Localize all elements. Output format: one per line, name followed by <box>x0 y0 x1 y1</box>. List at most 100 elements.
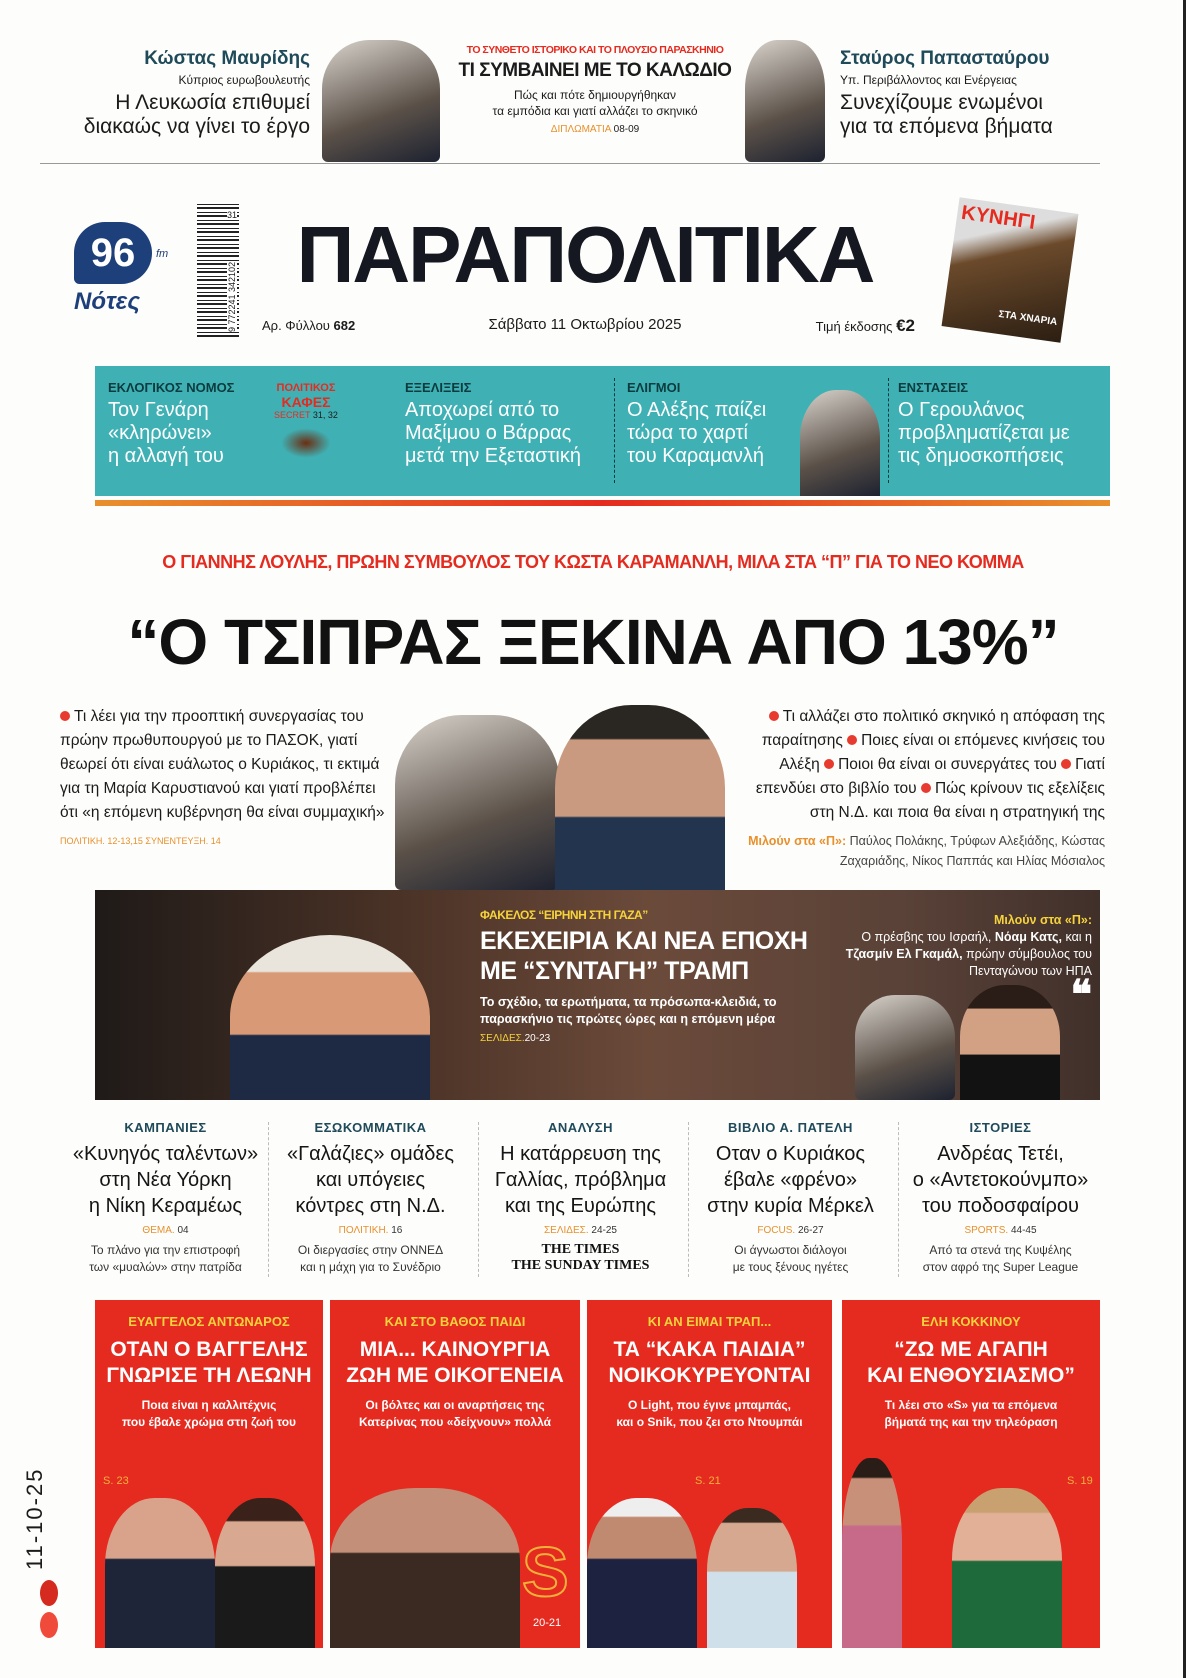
line: Ανδρέας Τετέι, <box>937 1143 1064 1165</box>
speakers-label: Μιλούν στα «Π»: <box>748 834 847 848</box>
red-kicker: ΕΛΗ ΚΟΚΚΙΝΟΥ <box>921 1314 1021 1329</box>
radio-number: 96 <box>90 231 136 275</box>
text: και η <box>1065 930 1092 944</box>
page-ref: ΣΕΛΙΔΕΣ.20-23 <box>480 1033 815 1044</box>
teal-line: Ο Αλέξης παίζει <box>627 399 767 421</box>
column-story[interactable]: ΒΙΒΛΙΟ Α. ΠΑΤΕΛΗ Οταν ο Κυριάκος έβαλε «φρ… <box>693 1120 888 1276</box>
pages: 16 <box>391 1225 403 1236</box>
photo-leoni <box>215 1498 315 1648</box>
bullet-text: Ποιες είναι οι επόμενες κινήσεις του Αλέ… <box>779 732 1105 773</box>
page-ref: ΔΙΠΛΩΜΑΤΙΑ 08-09 <box>450 124 740 135</box>
magazine-cover[interactable]: ΚΥΝΗΓΙ ΣΤΑ ΧΝΑΡΙΑ <box>941 197 1079 343</box>
column-headline: Η κατάρρευση της Γαλλίας, πρόβλημα και της… <box>483 1141 678 1219</box>
line: «Γαλάζιες» ομάδες <box>287 1143 454 1165</box>
red-dot-icon <box>40 1580 58 1606</box>
bullet-text: Τι αλλάζει στο πολιτικό σκηνικό η απόφασ… <box>761 708 1105 749</box>
line: ΟΤΑΝ Ο ΒΑΓΓΕΛΗΣ <box>110 1338 308 1361</box>
speakers: Μιλούν στα «Π»: Παύλος Πολάκης, Τρύφων Α… <box>735 831 1105 871</box>
top-teaser-center[interactable]: ΤΟ ΣΥΝΘΕΤΟ ΙΣΤΟΡΙΚΟ ΚΑΙ ΤΟ ΠΛΟΥΣΙΟ ΠΑΡΑΣ… <box>450 44 740 135</box>
column-kicker: ΕΣΩΚΟΜΜΑΤΙΚΑ <box>314 1120 427 1135</box>
red-feature[interactable]: ΕΥΑΓΓΕΛΟΣ ΑΝΤΩΝΑΡΟΣ ΟΤΑΝ Ο ΒΑΓΓΕΛΗΣ ΓΝΩΡΙ… <box>95 1300 323 1648</box>
line: Από τα στενά της Κυψέλης <box>929 1243 1072 1257</box>
s-magazine-logo: S <box>521 1532 570 1612</box>
section: ΔΙΠΛΩΜΑΤΙΑ <box>550 124 611 135</box>
divider <box>898 1122 899 1277</box>
divider <box>888 378 889 483</box>
lead-headline[interactable]: “Ο ΤΣΙΠΡΑΣ ΞΕΚΙΝΑ ΑΠΟ 13%” <box>127 606 1059 678</box>
red-title: “ΖΩ ΜΕ ΑΓΑΠΗ ΚΑΙ ΕΝΘΟΥΣΙΑΣΜΟ” <box>848 1337 1094 1389</box>
line: ΖΩΗ ΜΕ ΟΙΚΟΓΕΝΕΙΑ <box>346 1364 564 1387</box>
pages: 24-25 <box>591 1225 617 1236</box>
cafe-title: ΚΑΦΕΣ <box>281 394 331 410</box>
line: Οι διεργασίες στην ΟΝΝΕΔ <box>297 1243 444 1257</box>
photo-trump <box>230 935 430 1100</box>
bullet-icon <box>920 783 931 793</box>
pages: 08-09 <box>613 124 640 135</box>
page-ref: ΠΟΛΙΤΙΚΗ. 12-13,15 ΣΥΝΕΝΤΕΥΞΗ. 14 <box>60 836 221 846</box>
pages: 26-27 <box>797 1225 824 1236</box>
radio-name: Νότες <box>74 288 141 315</box>
bullet-text: Γιατί επενδύει στο βιβλίο του <box>755 756 1105 797</box>
lead-summary: Τι λέει για την προοπτική συνεργασίας το… <box>60 708 385 821</box>
line: Γαλλίας, πρόβλημα <box>494 1169 667 1191</box>
red-kicker: ΚΑΙ ΣΤΟ ΒΑΘΟΣ ΠΑΙΔΙ <box>384 1314 526 1329</box>
page-ref: ΣΕΛΙΔΕΣ. 24-25 <box>483 1225 678 1236</box>
lead-kicker: Ο ΓΙΑΝΝΗΣ ΛΟΥΛΗΣ, ΠΡΩΗΝ ΣΥΜΒΟΥΛΟΣ ΤΟΥ ΚΩ… <box>162 552 1024 572</box>
red-summary: Τι λέει στο «S» για τα επόμενα βήματά της… <box>848 1397 1094 1431</box>
pages: 20-23 <box>524 1033 551 1044</box>
line: Το πλάνο για την επιστροφή <box>90 1243 241 1257</box>
speaker-name: Τζασμίν Ελ Γκαμάλ, <box>845 947 963 961</box>
line: στον αφρό της Super League <box>922 1260 1079 1274</box>
line: ΜΙΑ... ΚΑΙΝΟΥΡΓΙΑ <box>359 1338 551 1361</box>
column-story[interactable]: ΙΣΤΟΡΙΕΣ Ανδρέας Τετέι, ο «Αντετοκούνμπο» τ… <box>903 1120 1098 1276</box>
teal-item[interactable]: ΕΚΛΟΓΙΚΟΣ ΝΟΜΟΣ Τον Γενάρη «κληρώνει» η … <box>108 380 268 468</box>
red-feature[interactable]: ΚΑΙ ΣΤΟ ΒΑΘΟΣ ΠΑΙΔΙ ΜΙΑ... ΚΑΙΝΟΥΡΓΙΑ ΖΩΗ… <box>330 1300 580 1648</box>
teaser-sub: τα εμπόδια και γιατί αλλάζει το σκηνικό <box>492 104 698 118</box>
red-title: ΜΙΑ... ΚΑΙΝΟΥΡΓΙΑ ΖΩΗ ΜΕ ΟΙΚΟΓΕΝΕΙΑ <box>336 1337 574 1389</box>
bullet-icon <box>847 735 858 745</box>
side-date: 11-10-25 <box>22 1467 47 1570</box>
photo-right <box>745 40 825 162</box>
photo-light <box>587 1498 697 1648</box>
divider <box>614 378 615 483</box>
issue-date: Σάββατο 11 Οκτωβρίου 2025 <box>488 316 682 333</box>
red-summary: Ο Light, που έγινε μπαμπάς, και ο Snik, π… <box>593 1397 826 1431</box>
issue-number: Αρ. Φύλλου 682 <box>262 318 355 333</box>
teal-item[interactable]: ΕΞΕΛΙΞΕΙΣ Αποχωρεί από το Μαξίμου ο Βάρρ… <box>405 380 610 468</box>
red-kicker: ΚΙ ΑΝ ΕΙΜΑΙ ΤΡΑΠ... <box>647 1314 772 1329</box>
line: Οι άγνωστοι διάλογοι <box>734 1243 847 1257</box>
teal-item[interactable]: ΕΝΣΤΑΣΕΙΣ Ο Γερουλάνος προβληματίζεται μ… <box>898 380 1108 468</box>
red-feature[interactable]: ΚΙ ΑΝ ΕΙΜΑΙ ΤΡΑΠ... ΤΑ “ΚΑΚΑ ΠΑΙΔΙΑ” ΝΟΙΚ… <box>587 1300 832 1648</box>
teal-line: του Καραμανλή <box>627 445 765 467</box>
page-ref: SPORTS. 44-45 <box>903 1225 1098 1236</box>
page-ref: S. 23 <box>103 1475 129 1487</box>
column-kicker: ΒΙΒΛΙΟ Α. ΠΑΤΕΛΗ <box>728 1120 853 1135</box>
line: του ποδοσφαίρου <box>922 1195 1079 1217</box>
column-story[interactable]: ΑΝΑΛΥΣΗ Η κατάρρευση της Γαλλίας, πρόβλημα… <box>483 1120 678 1274</box>
divider <box>688 1122 689 1277</box>
column-story[interactable]: ΚΑΜΠΑΝΙΕΣ «Κυνηγός ταλέντων» στη Νέα Υόρκη… <box>68 1120 263 1276</box>
red-dot-icon <box>40 1612 58 1638</box>
teal-item[interactable]: ΕΛΙΓΜΟΙ Ο Αλέξης παίζει τώρα το χαρτί το… <box>627 380 797 468</box>
quote-line: Συνεχίζουμε ενωμένοι <box>840 91 1043 114</box>
teal-line: Ο Γερουλάνος <box>898 399 1025 421</box>
teaser-kicker: ΤΟ ΣΥΝΘΕΤΟ ΙΣΤΟΡΙΚΟ ΚΑΙ ΤΟ ΠΛΟΥΣΙΟ ΠΑΡΑΣ… <box>466 44 724 56</box>
price-label: Τιμή έκδοσης <box>815 319 893 334</box>
column-headline: Οταν ο Κυριάκος έβαλε «φρένο» στην κυρία Μ… <box>693 1141 888 1219</box>
line: Κατερίνας που «δείχνουν» πολλά <box>358 1415 552 1429</box>
photo-snik <box>842 1458 902 1648</box>
line: “ΖΩ ΜΕ ΑΓΑΠΗ <box>894 1338 1048 1361</box>
column-kicker: ΙΣΤΟΡΙΕΣ <box>969 1120 1032 1135</box>
top-teaser-left[interactable]: Κώστας Μαυρίδης Κύπριος ευρωβουλευτής Η … <box>30 48 310 139</box>
column-story[interactable]: ΕΣΩΚΟΜΜΑΤΙΚΑ «Γαλάζιες» ομάδες και υπόγειε… <box>273 1120 468 1276</box>
red-feature[interactable]: ΕΛΗ ΚΟΚΚΙΝΟΥ “ΖΩ ΜΕ ΑΓΑΠΗ ΚΑΙ ΕΝΘΟΥΣΙΑΣΜΟ… <box>842 1300 1100 1648</box>
column-kicker: ΑΝΑΛΥΣΗ <box>547 1120 613 1135</box>
line: ΓΝΩΡΙΣΕ ΤΗ ΛΕΩΝΗ <box>106 1364 312 1387</box>
political-cafe[interactable]: ΠΟΛΙΤΙΚΟΣ ΚΑΦΕΣ SECRET 31, 32 <box>270 382 342 458</box>
red-summary: Ποια είναι η καλλιτέχνις που έβαλε χρώμα … <box>101 1397 317 1431</box>
line: στην κυρία Μέρκελ <box>707 1195 874 1217</box>
speakers-text: Ο πρέσβης του Ισραήλ, Νόαμ Κατς, και η Τ… <box>830 929 1092 980</box>
line: βήματά της και την τηλεόραση <box>884 1415 1058 1429</box>
top-teaser-right[interactable]: Σταύρος Παπασταύρου Υπ. Περιβάλλοντος κα… <box>840 48 1100 139</box>
line: ΝΟΙΚΟΚΥΡΕΥΟΝΤΑΙ <box>608 1364 811 1387</box>
